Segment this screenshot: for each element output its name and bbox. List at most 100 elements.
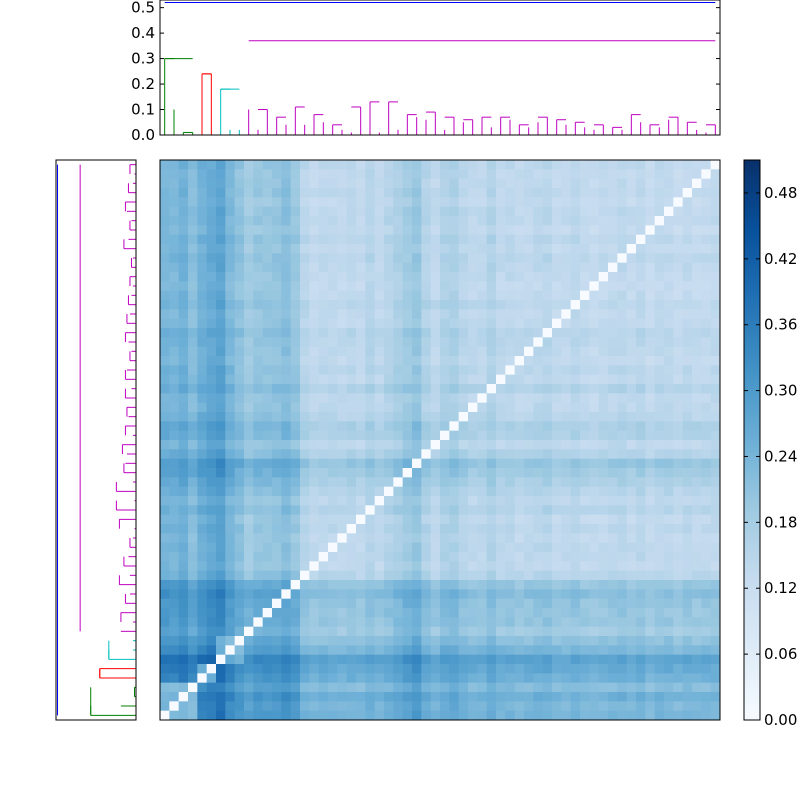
heatmap-cell xyxy=(253,486,264,497)
heatmap-cell xyxy=(664,225,674,236)
heatmap-cell xyxy=(328,608,338,618)
heatmap-cell xyxy=(692,654,702,665)
heatmap-cell xyxy=(365,160,376,170)
heatmap-cell xyxy=(216,393,226,404)
heatmap-cell xyxy=(160,346,170,357)
heatmap-cell xyxy=(440,449,450,460)
heatmap-cell xyxy=(206,197,217,208)
heatmap-cell xyxy=(421,580,432,590)
heatmap-cell xyxy=(206,337,217,348)
heatmap-cell xyxy=(290,486,301,497)
heatmap-cell xyxy=(440,328,450,338)
heatmap-cell xyxy=(346,225,357,236)
heatmap-cell xyxy=(244,440,254,450)
heatmap-cell xyxy=(505,290,516,301)
heatmap-cell xyxy=(290,188,301,198)
heatmap-cell xyxy=(225,468,236,478)
heatmap-cell xyxy=(225,440,236,450)
heatmap-cell xyxy=(561,216,572,226)
heatmap-cell xyxy=(244,244,254,254)
heatmap-cell xyxy=(486,692,497,702)
heatmap-cell xyxy=(402,281,413,292)
heatmap-cell xyxy=(197,589,208,600)
heatmap-cell xyxy=(272,477,282,488)
heatmap-cell xyxy=(318,178,329,189)
heatmap-cell xyxy=(160,272,170,282)
heatmap-cell xyxy=(430,608,441,618)
heatmap-cell xyxy=(626,552,637,562)
heatmap-cell xyxy=(337,598,348,609)
heatmap-cell xyxy=(682,440,693,450)
heatmap-cell xyxy=(328,421,338,432)
heatmap-cell xyxy=(664,188,674,198)
heatmap-cell xyxy=(496,645,506,656)
heatmap-cell xyxy=(281,281,292,292)
heatmap-cell xyxy=(514,654,525,665)
heatmap-cell xyxy=(673,542,684,553)
heatmap-cell xyxy=(580,169,590,180)
heatmap-cell xyxy=(160,664,170,674)
heatmap-cell xyxy=(393,496,404,506)
heatmap-cell xyxy=(598,514,609,525)
heatmap-cell xyxy=(197,449,208,460)
heatmap-cell xyxy=(552,346,562,357)
heatmap-cell xyxy=(682,477,693,488)
heatmap-cell xyxy=(206,533,217,544)
heatmap-cell xyxy=(617,570,628,581)
heatmap-cell xyxy=(449,244,460,254)
heatmap-cell xyxy=(570,486,581,497)
heatmap-cell xyxy=(533,402,544,413)
heatmap-cell xyxy=(346,505,357,516)
heatmap-cell xyxy=(393,692,404,702)
heatmap-cell xyxy=(430,300,441,310)
heatmap-cell xyxy=(458,430,469,441)
heatmap-cell xyxy=(188,234,198,245)
heatmap-cell xyxy=(626,234,637,245)
heatmap-cell xyxy=(524,206,534,217)
heatmap-cell xyxy=(169,337,180,348)
heatmap-cell xyxy=(430,477,441,488)
heatmap-cell xyxy=(598,365,609,376)
heatmap-cell xyxy=(552,206,562,217)
heatmap-cell xyxy=(673,580,684,590)
heatmap-cell xyxy=(309,654,320,665)
heatmap-cell xyxy=(365,262,376,273)
heatmap-cell xyxy=(468,412,478,422)
heatmap-cell xyxy=(458,561,469,572)
heatmap-cell xyxy=(412,197,422,208)
heatmap-cell xyxy=(477,374,488,385)
heatmap-cell xyxy=(533,580,544,590)
heatmap-cell xyxy=(374,253,385,264)
heatmap-cell xyxy=(365,598,376,609)
heatmap-cell xyxy=(654,253,665,264)
heatmap-cell xyxy=(430,290,441,301)
heatmap-cell xyxy=(701,542,712,553)
heatmap-cell xyxy=(533,440,544,450)
heatmap-cell xyxy=(374,197,385,208)
heatmap-cell xyxy=(290,580,301,590)
heatmap-cell xyxy=(664,337,674,348)
heatmap-cell xyxy=(552,225,562,236)
heatmap-cell xyxy=(328,290,338,301)
heatmap-cell xyxy=(300,486,310,497)
heatmap-cell xyxy=(290,682,301,693)
heatmap-cell xyxy=(290,197,301,208)
heatmap-cell xyxy=(505,430,516,441)
heatmap-cell xyxy=(356,169,366,180)
heatmap-cell xyxy=(225,244,236,254)
heatmap-cell xyxy=(430,356,441,366)
heatmap-cell xyxy=(178,346,189,357)
heatmap-cell xyxy=(225,318,236,329)
heatmap-cell xyxy=(682,281,693,292)
heatmap-cell xyxy=(710,328,721,338)
heatmap-cell xyxy=(188,608,198,618)
heatmap-cell xyxy=(393,384,404,394)
heatmap-cell xyxy=(206,514,217,525)
heatmap-cell xyxy=(710,636,721,646)
heatmap-cell xyxy=(458,692,469,702)
heatmap-cell xyxy=(701,645,712,656)
heatmap-cell xyxy=(458,216,469,226)
heatmap-cell xyxy=(169,552,180,562)
heatmap-cell xyxy=(626,524,637,534)
heatmap-cell xyxy=(542,654,553,665)
